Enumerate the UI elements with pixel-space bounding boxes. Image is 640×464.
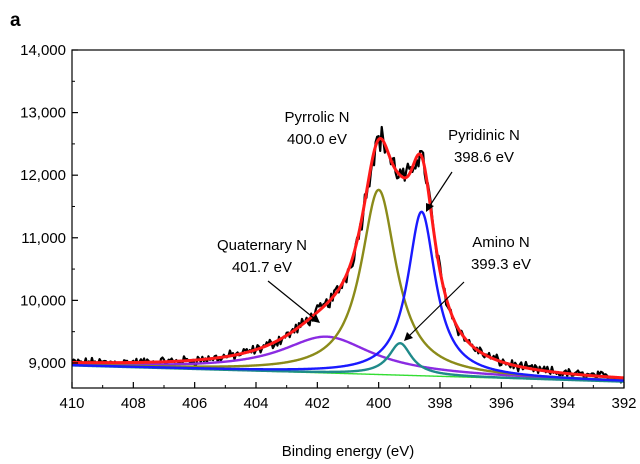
x-axis: 410 408 406 404 402 400 398 396 394 392 <box>59 382 637 412</box>
series-envelope-fit <box>72 137 624 380</box>
annotation-pyrrolic-line2: 400.0 eV <box>287 131 347 148</box>
annotation-amino-line2: 399.3 eV <box>471 256 531 273</box>
y-tick-label: 13,000 <box>20 105 66 122</box>
annotations-layer: Pyrrolic N 400.0 eV Pyridinic N 398.6 eV… <box>217 109 531 341</box>
panel-label: a <box>10 10 21 31</box>
annotation-quaternary-line1: Quaternary N <box>217 237 307 254</box>
annotation-amino-line1: Amino N <box>472 234 530 251</box>
y-axis: 9,000 10,000 11,000 12,000 13,000 14,000 <box>20 42 78 372</box>
y-tick-label: 10,000 <box>20 292 66 309</box>
arrowhead-amino <box>404 332 413 341</box>
x-axis-title: Binding energy (eV) <box>282 443 415 460</box>
x-tick-label: 394 <box>550 395 575 412</box>
arrowhead-pyridinic <box>426 203 434 212</box>
series-pyrrolic-peak <box>72 188 624 382</box>
x-tick-label: 398 <box>427 395 452 412</box>
series-raw-spectrum <box>72 125 624 384</box>
annotation-pyridinic-line2: 398.6 eV <box>454 149 514 166</box>
arrowhead-quaternary <box>311 314 320 323</box>
series-pyridinic-peak <box>72 210 624 382</box>
series-layer <box>72 125 624 384</box>
x-tick-label: 408 <box>121 395 146 412</box>
annotation-pyridinic-line1: Pyridinic N <box>448 127 520 144</box>
plot-frame <box>71 49 625 389</box>
annotation-pyrrolic-line1: Pyrrolic N <box>284 109 349 126</box>
x-tick-label: 410 <box>59 395 84 412</box>
y-tick-label: 9,000 <box>28 355 66 372</box>
annotation-quaternary-line2: 401.7 eV <box>232 259 292 276</box>
x-tick-label: 404 <box>243 395 268 412</box>
x-tick-label: 402 <box>305 395 330 412</box>
arrow-pyridinic <box>428 171 453 208</box>
arrow-amino <box>407 281 465 338</box>
x-tick-label: 396 <box>489 395 514 412</box>
x-tick-label: 392 <box>611 395 636 412</box>
x-tick-label: 406 <box>182 395 207 412</box>
arrow-quaternary <box>267 280 316 320</box>
x-tick-label: 400 <box>366 395 391 412</box>
y-tick-label: 14,000 <box>20 42 66 59</box>
y-tick-label: 12,000 <box>20 167 66 184</box>
y-tick-label: 11,000 <box>21 230 66 247</box>
